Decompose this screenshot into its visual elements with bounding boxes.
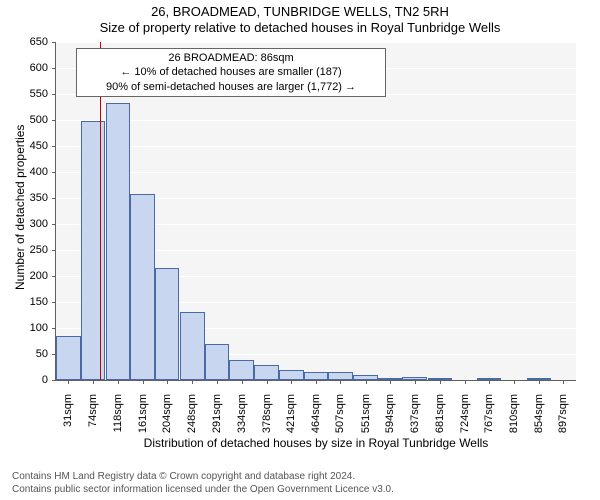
histogram-bar: [254, 365, 279, 380]
y-tick-label: 650: [0, 36, 48, 48]
y-tick-mark: [52, 328, 56, 329]
y-tick-label: 0: [0, 374, 48, 386]
gridline: [56, 146, 576, 147]
histogram-bar: [180, 312, 205, 380]
x-tick-mark: [340, 380, 341, 384]
gridline: [56, 42, 576, 43]
x-tick-mark: [242, 380, 243, 384]
x-tick-label: 507sqm: [334, 394, 346, 433]
x-axis-title: Distribution of detached houses by size …: [56, 436, 576, 450]
histogram-bar: [328, 372, 353, 380]
histogram-bar: [155, 268, 180, 380]
x-tick-mark: [316, 380, 317, 384]
y-tick-mark: [52, 380, 56, 381]
y-tick-mark: [52, 172, 56, 173]
y-tick-mark: [52, 354, 56, 355]
x-tick-label: 248sqm: [186, 394, 198, 433]
x-tick-label: 724sqm: [459, 394, 471, 433]
x-tick-mark: [390, 380, 391, 384]
x-tick-mark: [415, 380, 416, 384]
x-tick-label: 897sqm: [557, 394, 569, 433]
x-tick-mark: [217, 380, 218, 384]
x-tick-label: 637sqm: [409, 394, 421, 433]
x-tick-label: 161sqm: [137, 394, 149, 433]
annotation-box: 26 BROADMEAD: 86sqm ← 10% of detached ho…: [76, 48, 386, 97]
x-tick-mark: [563, 380, 564, 384]
gridline: [56, 172, 576, 173]
x-tick-label: 31sqm: [62, 394, 74, 427]
annotation-line-1: 26 BROADMEAD: 86sqm: [83, 51, 379, 65]
y-axis-line: [55, 42, 56, 380]
histogram-bar: [81, 121, 106, 380]
histogram-bar: [229, 360, 254, 380]
x-tick-mark: [465, 380, 466, 384]
x-tick-label: 551sqm: [360, 394, 372, 433]
y-tick-mark: [52, 302, 56, 303]
x-tick-label: 767sqm: [483, 394, 495, 433]
x-tick-mark: [93, 380, 94, 384]
y-tick-mark: [52, 42, 56, 43]
y-tick-label: 600: [0, 62, 48, 74]
x-tick-mark: [291, 380, 292, 384]
x-tick-mark: [167, 380, 168, 384]
x-tick-label: 204sqm: [161, 394, 173, 433]
title-line-2: Size of property relative to detached ho…: [0, 20, 600, 36]
y-tick-label: 550: [0, 88, 48, 100]
annotation-line-3: 90% of semi-detached houses are larger (…: [83, 80, 379, 94]
gridline: [56, 120, 576, 121]
y-tick-mark: [52, 68, 56, 69]
histogram-bar: [56, 336, 81, 380]
x-tick-label: 810sqm: [508, 394, 520, 433]
footer-line-2: Contains public sector information licen…: [12, 483, 394, 496]
x-tick-label: 291sqm: [211, 394, 223, 433]
footer-line-1: Contains HM Land Registry data © Crown c…: [12, 470, 394, 483]
x-tick-mark: [366, 380, 367, 384]
x-tick-label: 334sqm: [236, 394, 248, 433]
y-tick-label: 150: [0, 296, 48, 308]
x-tick-label: 594sqm: [384, 394, 396, 433]
histogram-bar: [279, 370, 304, 380]
y-tick-mark: [52, 224, 56, 225]
x-tick-label: 854sqm: [533, 394, 545, 433]
histogram-bar: [130, 194, 155, 380]
x-tick-mark: [68, 380, 69, 384]
y-tick-mark: [52, 146, 56, 147]
x-tick-mark: [514, 380, 515, 384]
x-tick-label: 118sqm: [112, 394, 124, 432]
histogram-bar: [106, 103, 131, 380]
histogram-bar: [304, 372, 329, 380]
x-tick-label: 681sqm: [434, 394, 446, 433]
y-tick-mark: [52, 250, 56, 251]
y-tick-label: 100: [0, 322, 48, 334]
histogram-bar: [205, 344, 230, 380]
footer: Contains HM Land Registry data © Crown c…: [12, 470, 394, 496]
x-tick-mark: [267, 380, 268, 384]
x-tick-label: 74sqm: [87, 394, 99, 427]
x-tick-mark: [440, 380, 441, 384]
x-tick-mark: [143, 380, 144, 384]
y-tick-mark: [52, 94, 56, 95]
y-tick-mark: [52, 198, 56, 199]
y-tick-mark: [52, 120, 56, 121]
title-line-1: 26, BROADMEAD, TUNBRIDGE WELLS, TN2 5RH: [0, 4, 600, 20]
x-tick-label: 421sqm: [285, 394, 297, 433]
y-tick-label: 50: [0, 348, 48, 360]
annotation-line-2: ← 10% of detached houses are smaller (18…: [83, 65, 379, 79]
x-tick-label: 464sqm: [310, 394, 322, 433]
x-tick-mark: [539, 380, 540, 384]
y-axis-title: Number of detached properties: [13, 130, 27, 290]
x-tick-mark: [118, 380, 119, 384]
x-tick-label: 378sqm: [261, 394, 273, 433]
title-block: 26, BROADMEAD, TUNBRIDGE WELLS, TN2 5RH …: [0, 0, 600, 37]
x-tick-mark: [192, 380, 193, 384]
y-tick-mark: [52, 276, 56, 277]
x-tick-mark: [489, 380, 490, 384]
